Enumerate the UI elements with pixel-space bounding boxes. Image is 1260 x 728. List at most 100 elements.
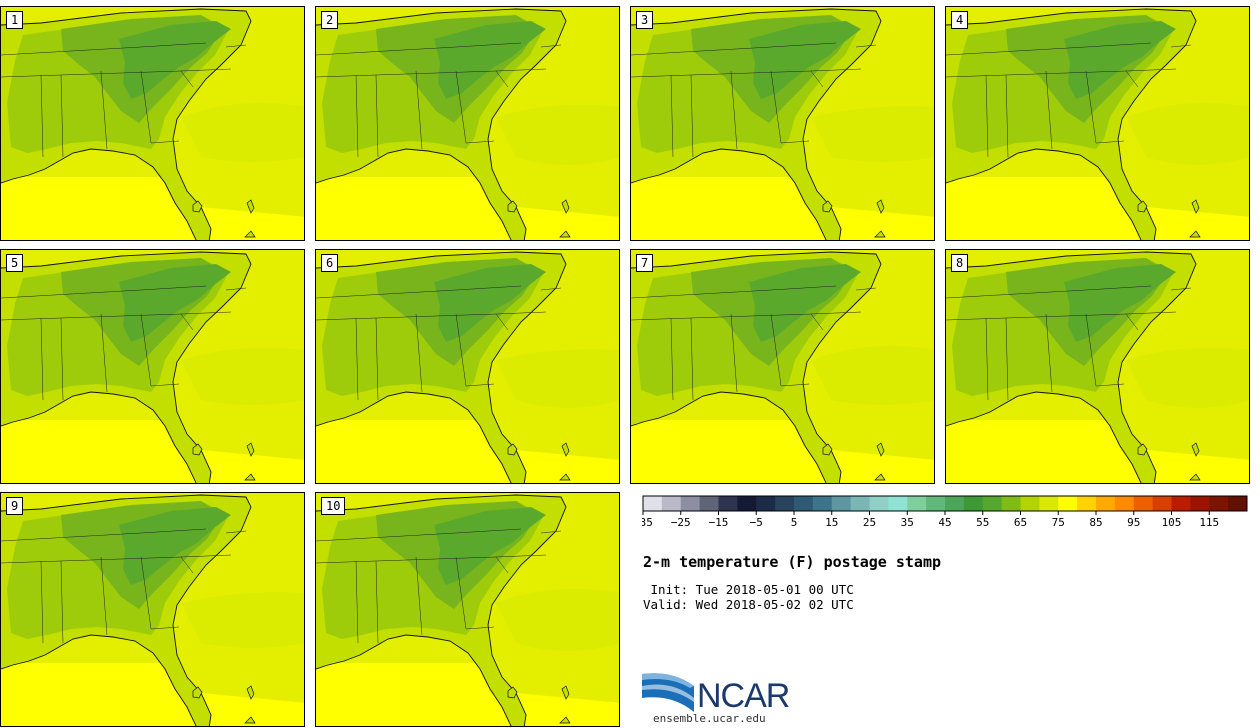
member-label: 4 xyxy=(951,11,969,29)
island xyxy=(244,230,256,238)
colorbar-tick-label: 45 xyxy=(938,516,951,529)
colorbar-tick-label: 115 xyxy=(1199,516,1219,529)
state-border xyxy=(1,528,207,542)
state-border xyxy=(690,317,694,401)
state-border xyxy=(455,313,467,387)
state-border xyxy=(540,530,562,534)
state-border xyxy=(1,285,207,299)
state-border xyxy=(985,74,989,158)
panel-member-1: 1 xyxy=(0,6,305,241)
state-border xyxy=(690,74,694,158)
state-border xyxy=(180,313,194,331)
colorbar-bin xyxy=(812,496,833,511)
state-border xyxy=(100,313,108,393)
warm-eddy xyxy=(811,345,934,405)
island xyxy=(1191,442,1200,457)
coastline xyxy=(1,494,252,726)
panel-member-2: 2 xyxy=(315,6,620,241)
warm-eddy xyxy=(1126,102,1249,165)
panel-member-6: 6 xyxy=(315,249,620,484)
state-border xyxy=(225,44,247,48)
panel-member-3: 3 xyxy=(630,6,935,241)
warm-eddy xyxy=(496,104,619,165)
temperature-map xyxy=(946,250,1249,483)
colorbar-tick-label: 65 xyxy=(1014,516,1027,529)
state-border xyxy=(730,70,738,150)
state-border xyxy=(1125,313,1139,331)
appalachian-cool-region xyxy=(1064,21,1176,99)
island xyxy=(246,199,255,214)
panel-member-9: 9 xyxy=(0,492,305,727)
state-border xyxy=(1085,313,1097,387)
state-border xyxy=(985,317,989,401)
state-border xyxy=(730,313,738,393)
temperature-map xyxy=(316,250,619,483)
colorbar-bin xyxy=(869,496,889,511)
gulf-warm-water xyxy=(631,420,934,483)
appalachian-cool-region xyxy=(434,21,546,99)
gulf-warm-water xyxy=(631,177,934,240)
warm-eddy xyxy=(181,592,304,648)
state-border xyxy=(1005,317,1009,401)
state-border xyxy=(316,42,522,56)
state-border xyxy=(225,287,247,291)
colorbar-bin xyxy=(680,496,701,511)
island xyxy=(1137,200,1148,213)
state-border xyxy=(1045,70,1053,150)
state-border xyxy=(355,317,359,401)
island xyxy=(192,443,203,456)
state-border xyxy=(1085,70,1097,144)
coastline xyxy=(316,494,567,726)
colorbar-bin xyxy=(982,496,1003,511)
state-border xyxy=(780,383,810,387)
state-border xyxy=(631,42,837,56)
state-border xyxy=(180,556,194,574)
valid-time: Valid: Wed 2018-05-02 02 UTC xyxy=(643,597,854,612)
state-border xyxy=(810,313,824,331)
colorbar-bin xyxy=(643,496,663,511)
island xyxy=(876,199,885,214)
island xyxy=(1189,473,1201,481)
state-border xyxy=(1125,70,1139,88)
colorbar-tick-label: 5 xyxy=(791,516,798,529)
temperature-map xyxy=(316,7,619,240)
state-border xyxy=(465,383,495,387)
appalachian-cool-region xyxy=(119,264,231,342)
warm-eddy xyxy=(811,106,934,162)
colorbar-tick-label: −25 xyxy=(671,516,691,529)
state-border xyxy=(355,560,359,644)
state-border xyxy=(40,317,44,401)
state-border xyxy=(415,556,423,636)
gulf-warm-water xyxy=(316,663,619,726)
state-border xyxy=(1170,287,1192,291)
state-border xyxy=(150,383,180,387)
state-border xyxy=(810,70,824,88)
colorbar-tick-label: −15 xyxy=(709,516,729,529)
colorbar-bin xyxy=(888,496,908,511)
island xyxy=(559,716,571,724)
island xyxy=(559,473,571,481)
state-border xyxy=(1045,313,1053,393)
island xyxy=(561,685,570,700)
member-label: 5 xyxy=(6,254,24,272)
state-border xyxy=(375,317,379,401)
colorbar-bin xyxy=(756,496,776,511)
member-label: 1 xyxy=(6,11,24,29)
state-border xyxy=(455,70,467,144)
state-border xyxy=(355,74,359,158)
appalachian-cool-region xyxy=(119,21,231,99)
state-border xyxy=(1095,140,1125,144)
colorbar-bin xyxy=(907,496,927,511)
warm-eddy xyxy=(181,347,304,405)
gulf-warm-water xyxy=(946,420,1249,483)
panel-member-8: 8 xyxy=(945,249,1250,484)
island xyxy=(1137,443,1148,456)
gulf-warm-water xyxy=(1,420,304,483)
panel-member-10: 10 xyxy=(315,492,620,727)
island xyxy=(1189,230,1201,238)
temperature-colorbar: −35 −25 −15 −5 5 15 25 35 45 55 65 75 85 95 105 115 xyxy=(642,495,1248,529)
state-border xyxy=(1,42,207,56)
state-border xyxy=(60,317,64,401)
colorbar-tick-label: 15 xyxy=(825,516,838,529)
island xyxy=(507,443,518,456)
